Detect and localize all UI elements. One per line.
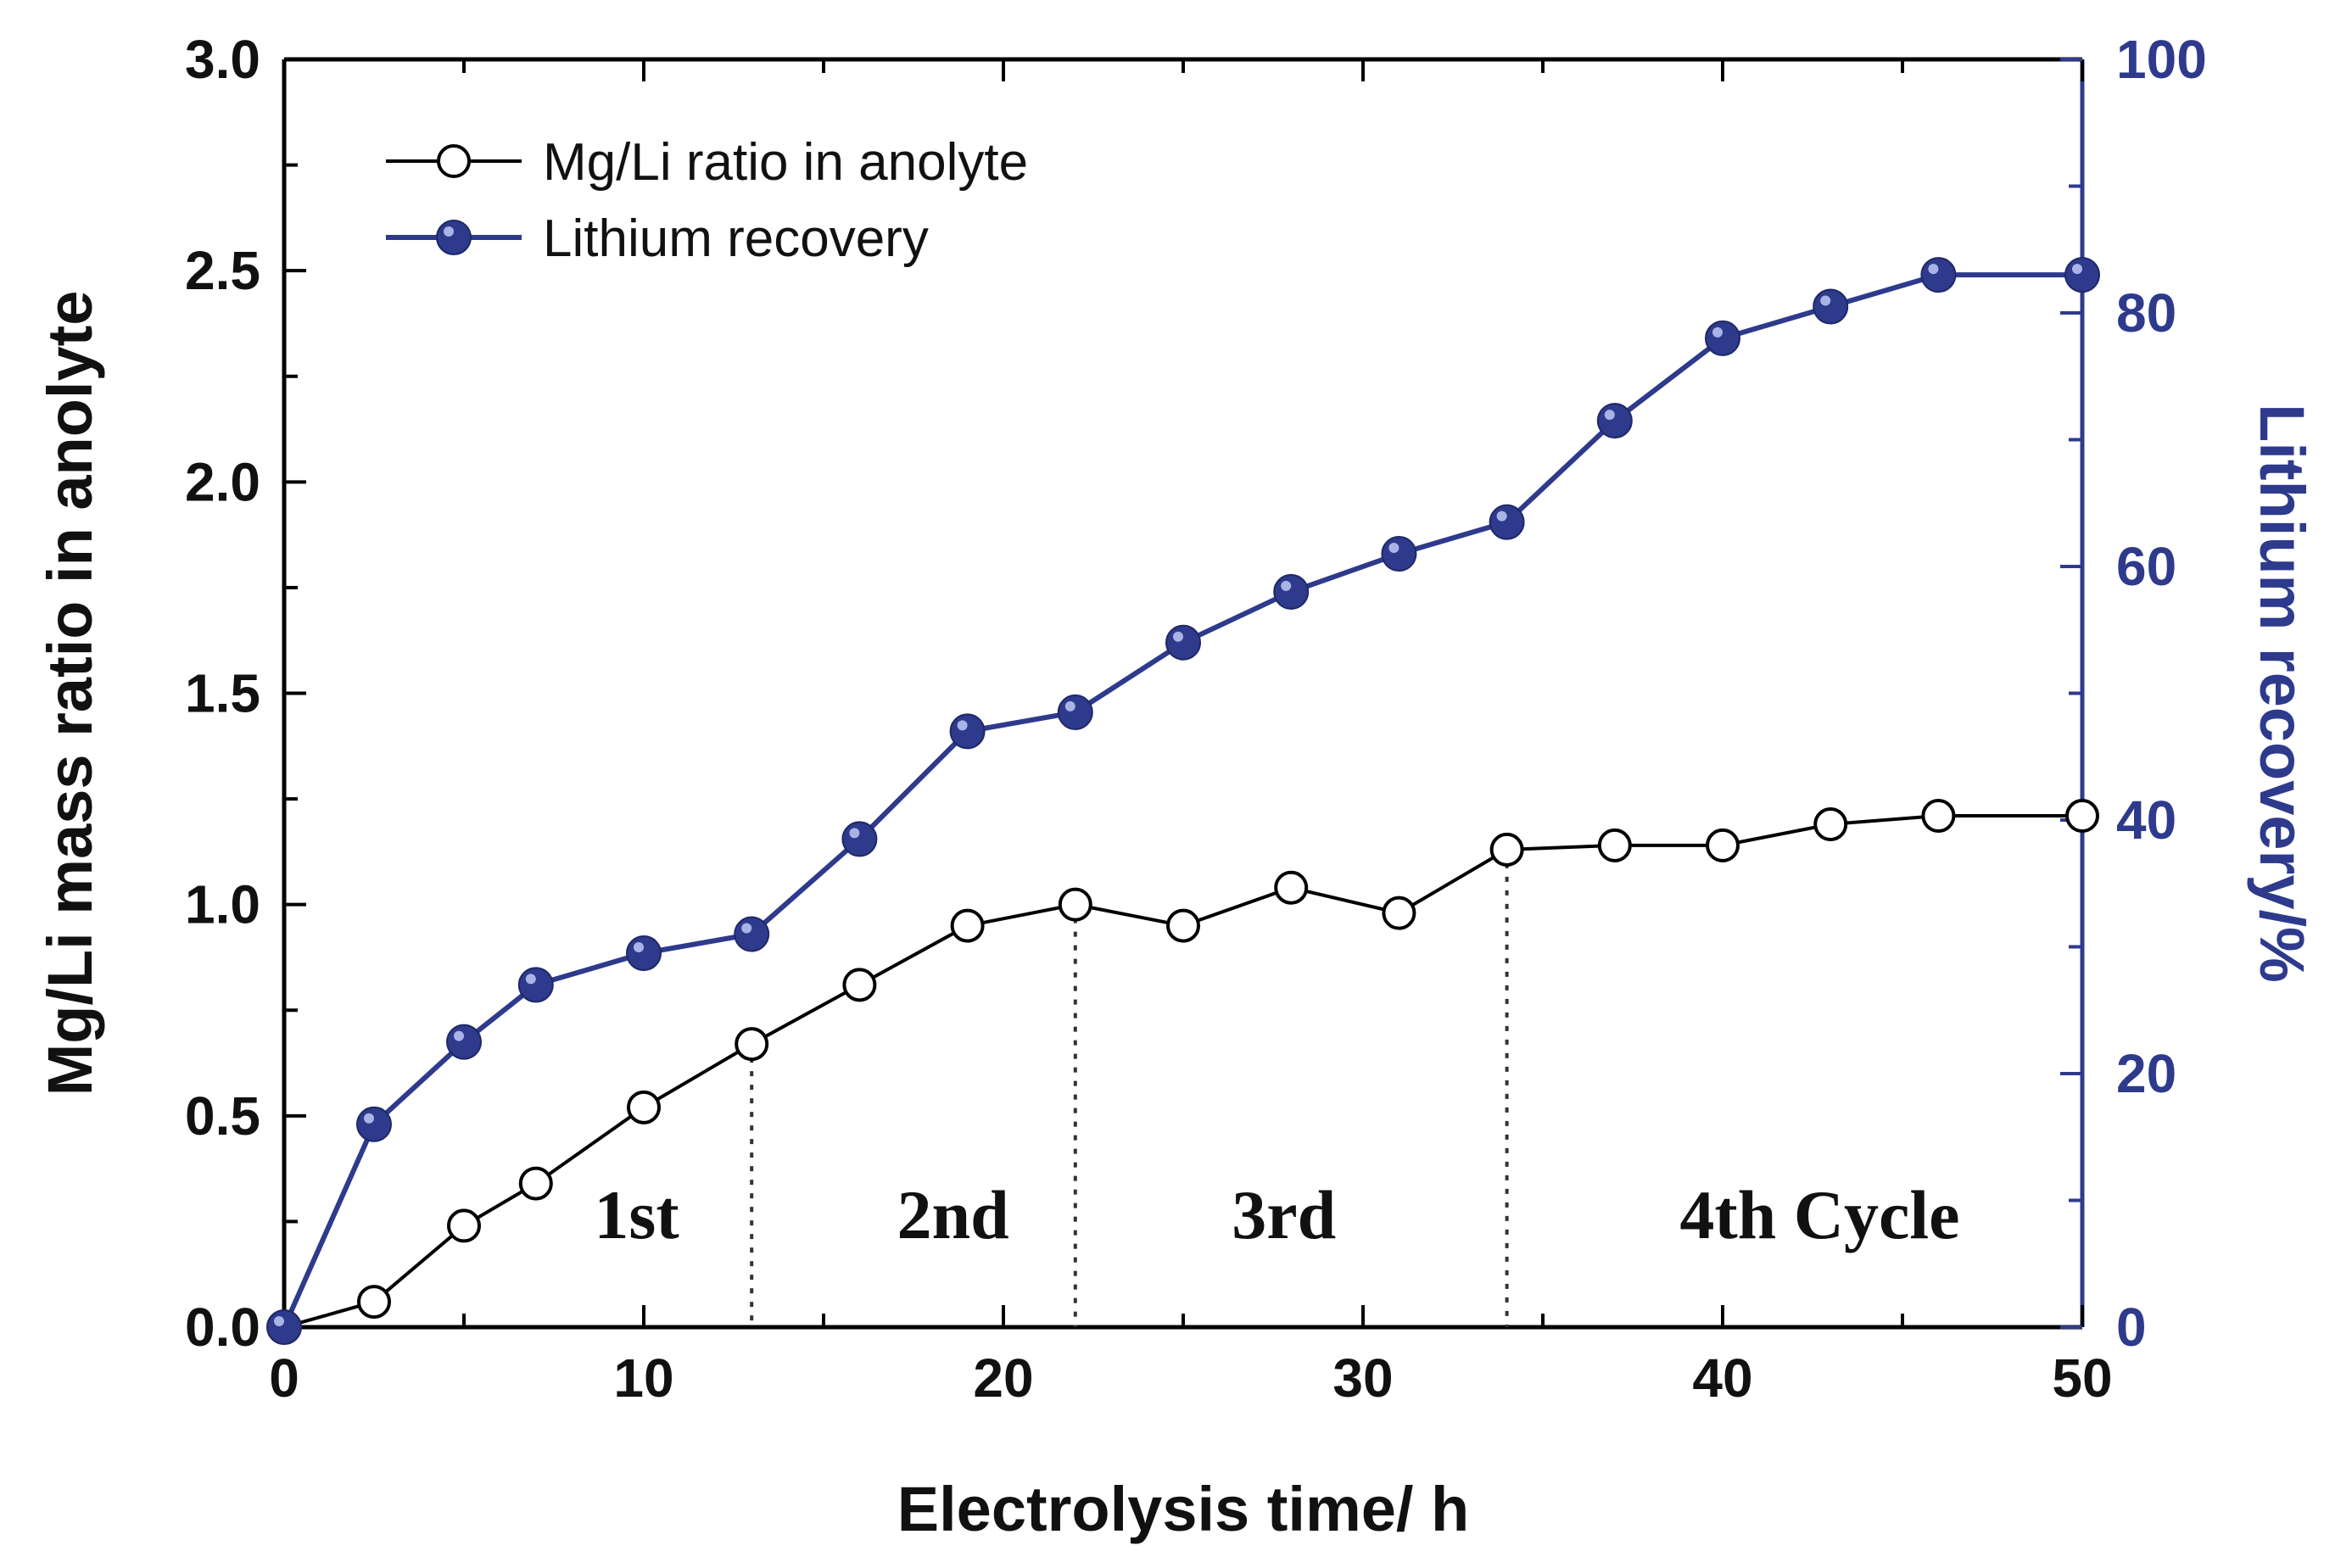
x-tick-label: 40 xyxy=(1692,1348,1752,1409)
mg-li-ratio-point xyxy=(447,1208,481,1243)
cycle-label: 4th Cycle xyxy=(1679,1176,1959,1253)
lithium-recovery-point xyxy=(1489,504,1525,540)
mg-li-ratio-point xyxy=(1813,806,1848,841)
mg-li-ratio-point xyxy=(842,968,877,1002)
lithium-recovery-point xyxy=(1381,536,1417,572)
lithium-recovery-point-highlight xyxy=(957,720,968,731)
y2-tick-label: 0 xyxy=(2116,1297,2147,1358)
mg-li-ratio-point xyxy=(1706,828,1740,862)
cycle-label: 3rd xyxy=(1232,1176,1336,1253)
lithium-recovery-point xyxy=(626,935,662,971)
lithium-recovery-point-highlight xyxy=(849,828,860,839)
cycle-label: 2nd xyxy=(897,1176,1009,1253)
y2-tick-label: 40 xyxy=(2116,790,2176,851)
mg-li-ratio-point xyxy=(1597,828,1632,862)
x-tick-label: 50 xyxy=(2052,1348,2112,1409)
y2-axis-title: Lithium recovery/% xyxy=(2247,404,2317,983)
lithium-recovery-point xyxy=(1705,320,1740,356)
y-tick-label: 0.5 xyxy=(185,1085,260,1147)
mg-li-ratio-point xyxy=(1382,896,1416,930)
mg-li-ratio-point xyxy=(1058,887,1092,922)
lithium-recovery-point xyxy=(1920,257,1957,293)
mg-li-ratio-point xyxy=(518,1166,553,1201)
lithium-recovery-point-highlight xyxy=(1928,264,1939,275)
lithium-recovery-point xyxy=(446,1024,482,1060)
y-tick-label: 1.0 xyxy=(185,874,260,935)
mg-li-ratio-point xyxy=(1921,799,1956,834)
mg-li-ratio-point xyxy=(1166,908,1200,943)
lithium-recovery-point-highlight xyxy=(1064,700,1075,711)
y2-tick-label: 80 xyxy=(2116,282,2176,343)
lithium-recovery-point-highlight xyxy=(1281,580,1292,591)
x-tick-label: 30 xyxy=(1332,1348,1393,1409)
legend-marker-highlight xyxy=(444,226,454,237)
lithium-recovery-point xyxy=(1596,403,1633,439)
lithium-recovery-point-highlight xyxy=(454,1030,464,1041)
lithium-recovery-point-highlight xyxy=(1712,326,1723,338)
mg-li-ratio-point xyxy=(627,1090,661,1124)
y2-tick-label: 100 xyxy=(2116,29,2207,90)
lithium-recovery-point-highlight xyxy=(1604,410,1615,421)
x-tick-label: 0 xyxy=(269,1348,299,1409)
mg-li-ratio-point xyxy=(2065,799,2099,834)
y2-tick-label: 20 xyxy=(2116,1043,2176,1104)
x-tick-label: 20 xyxy=(973,1348,1033,1409)
lithium-recovery-point-highlight xyxy=(741,923,752,934)
mg-li-ratio-point xyxy=(735,1027,769,1062)
lithium-recovery-point-highlight xyxy=(364,1113,374,1124)
lithium-recovery-point-highlight xyxy=(1388,543,1399,554)
cycle-label: 1st xyxy=(594,1176,679,1253)
lithium-recovery-point-highlight xyxy=(1496,511,1507,522)
lithium-recovery-point xyxy=(841,821,878,857)
legend-label-mg-li-ratio: Mg/Li ratio in anolyte xyxy=(543,133,1028,192)
lithium-recovery-point xyxy=(1813,288,1849,325)
lithium-recovery-point-highlight xyxy=(634,941,644,952)
lithium-recovery-point-highlight xyxy=(1173,631,1183,642)
lithium-recovery-point-highlight xyxy=(525,974,536,985)
x-tick-label: 10 xyxy=(613,1348,673,1409)
mg-li-ratio-point xyxy=(950,908,985,943)
y-tick-label: 2.5 xyxy=(185,240,260,301)
mg-li-ratio-point xyxy=(357,1285,391,1320)
lithium-recovery-point-highlight xyxy=(1820,295,1831,306)
lithium-recovery-point xyxy=(1057,694,1093,730)
y-tick-label: 1.5 xyxy=(185,663,260,724)
y-tick-label: 3.0 xyxy=(185,29,260,90)
lithium-recovery-point xyxy=(356,1106,392,1142)
lithium-recovery-point-highlight xyxy=(2072,264,2082,275)
lithium-recovery-point xyxy=(266,1309,302,1345)
lithium-recovery-point xyxy=(2064,257,2100,293)
legend-marker-mg-li-ratio xyxy=(437,144,471,178)
mg-li-ratio-point xyxy=(1274,870,1309,905)
mg-li-ratio-point xyxy=(1489,832,1524,867)
legend-label-lithium-recovery: Lithium recovery xyxy=(543,209,929,268)
y-tick-label: 0.0 xyxy=(185,1297,260,1358)
lithium-recovery-point xyxy=(734,916,770,952)
legend-marker-lithium-recovery xyxy=(436,220,472,255)
lithium-recovery-point xyxy=(1273,573,1310,610)
lithium-recovery-point xyxy=(1165,624,1201,661)
y2-tick-label: 60 xyxy=(2116,536,2176,597)
lithium-recovery-point-highlight xyxy=(274,1316,284,1326)
lithium-recovery-point xyxy=(949,713,986,750)
y-tick-label: 2.0 xyxy=(185,451,260,512)
x-axis-title: Electrolysis time/ h xyxy=(897,1474,1470,1544)
lithium-recovery-point xyxy=(517,967,554,1003)
y-axis-title: Mg/Li mass ratio in anolyte xyxy=(35,291,105,1096)
